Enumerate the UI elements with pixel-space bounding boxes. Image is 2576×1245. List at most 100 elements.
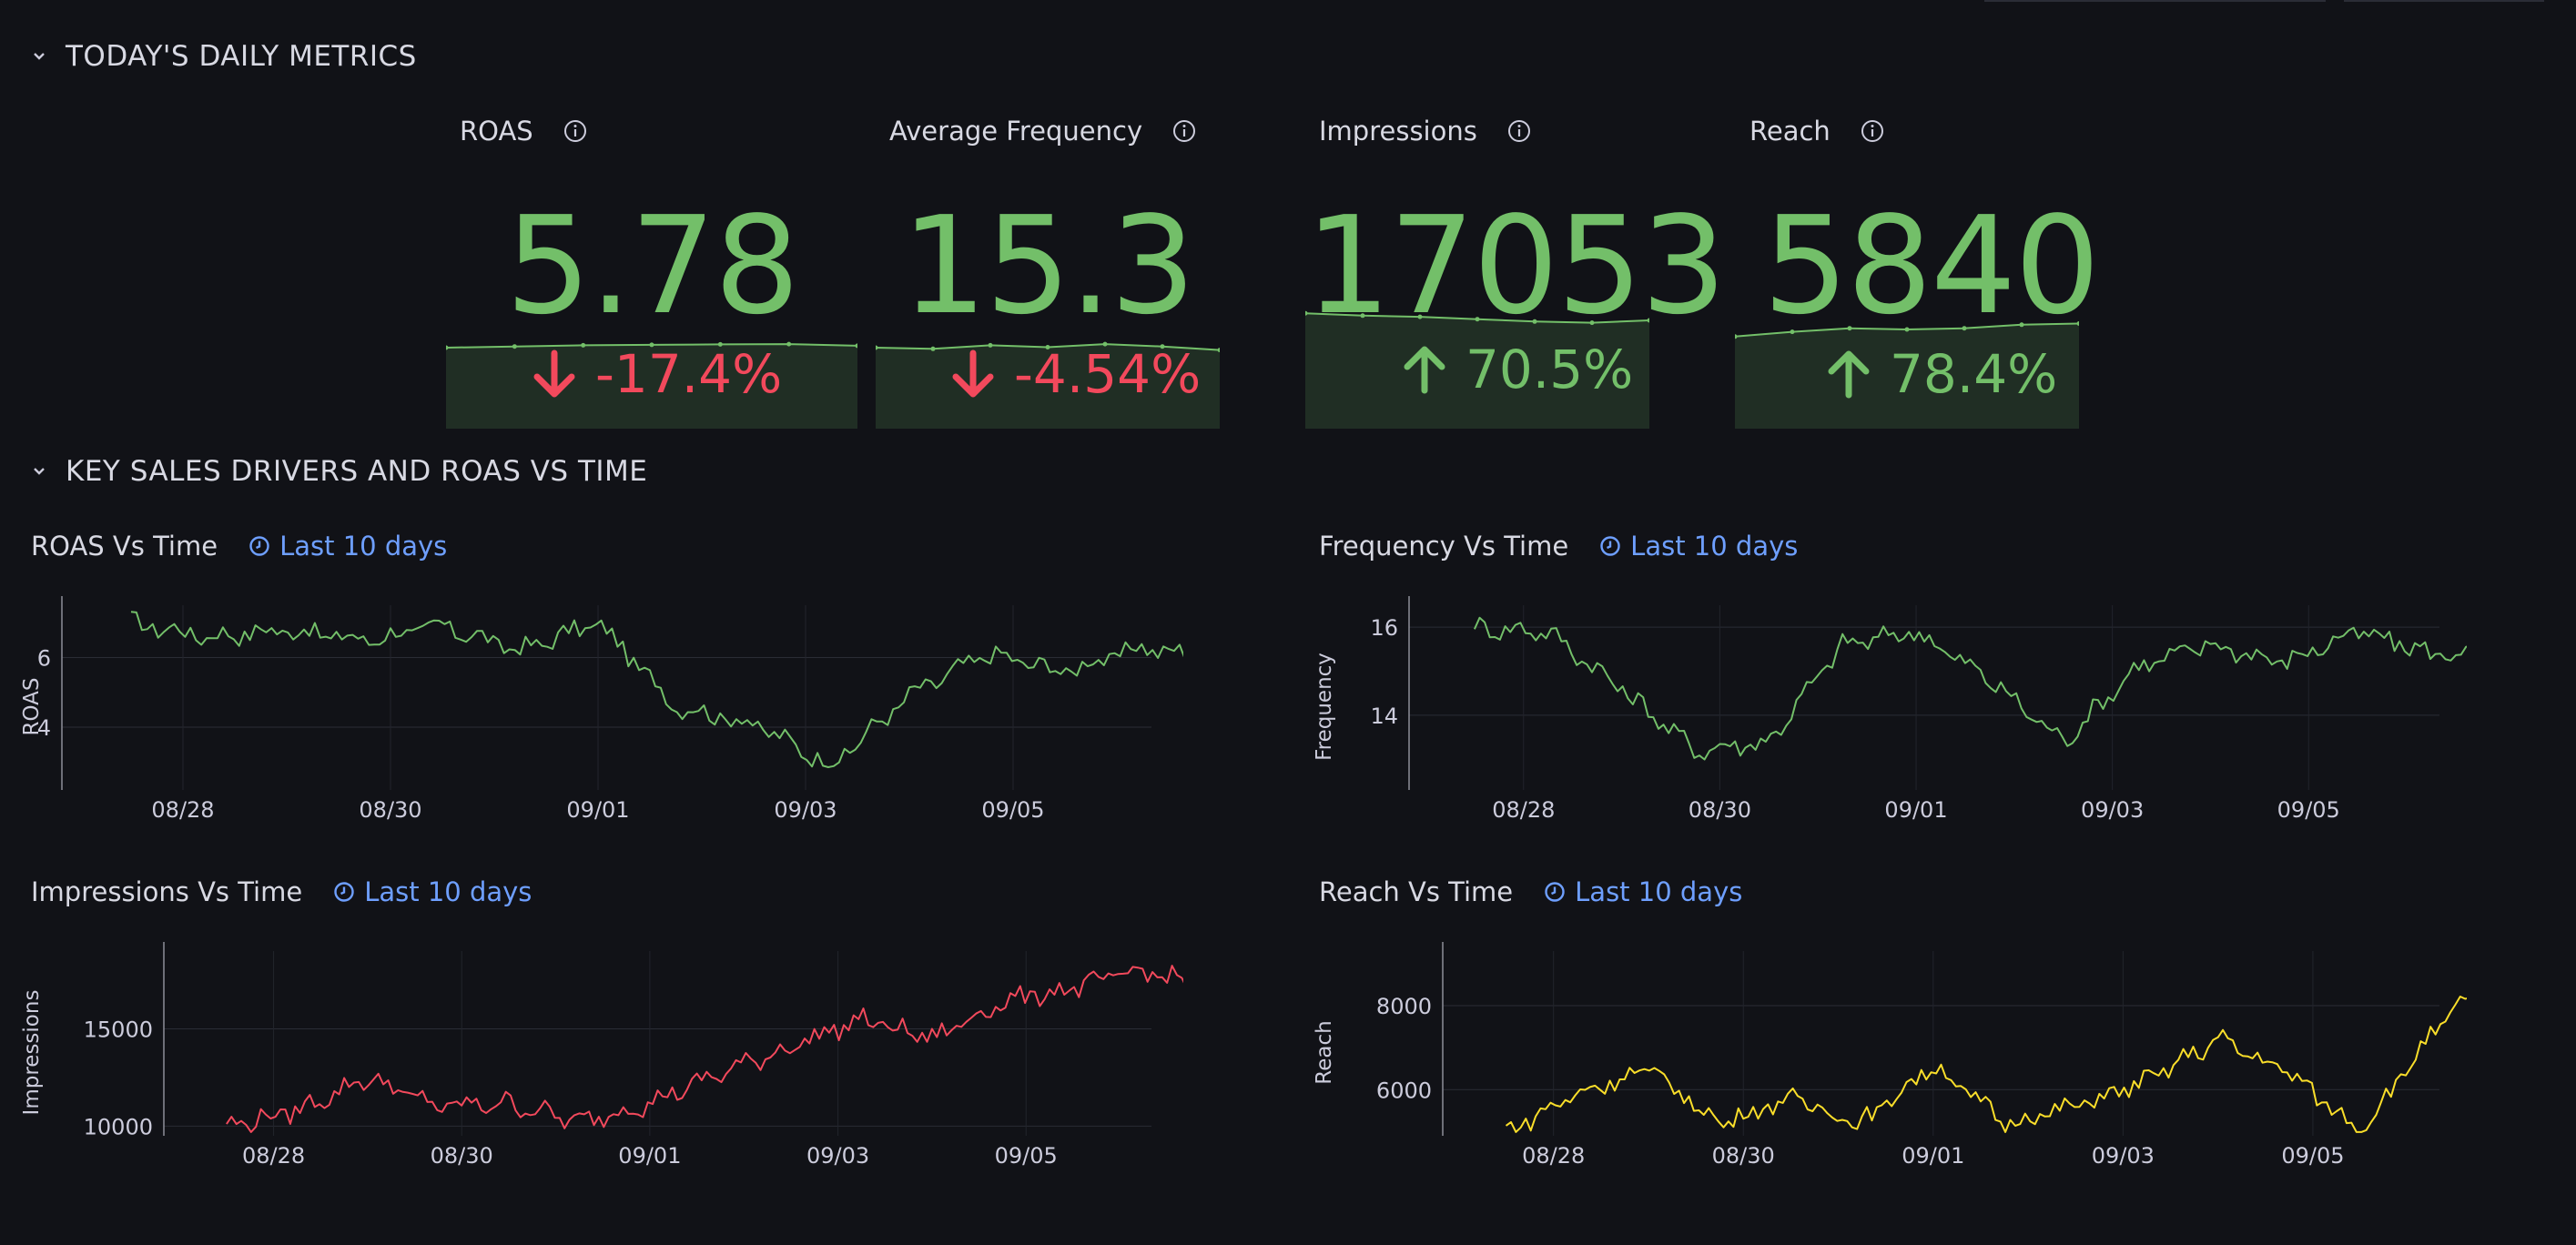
x-tick-label: 09/05 xyxy=(2281,1143,2344,1169)
panel-title: Impressions Vs Time xyxy=(31,876,303,907)
x-tick-label: 08/28 xyxy=(151,797,214,823)
sparkline-point xyxy=(1102,341,1108,347)
stat-delta-reach: 78.4% xyxy=(1824,343,2057,405)
sparkline-point xyxy=(512,344,517,349)
time-range-label: Last 10 days xyxy=(1575,876,1743,907)
stat-title: Average Frequency xyxy=(889,116,1143,147)
arrow-down-icon xyxy=(952,349,994,398)
sparkline-area xyxy=(1735,323,2079,429)
x-tick-label: 08/28 xyxy=(1522,1143,1585,1169)
y-axis-label: ROAS xyxy=(20,677,44,735)
chevron-down-icon xyxy=(34,468,45,475)
x-tick-label: 09/03 xyxy=(2081,797,2144,823)
sparkline-area xyxy=(446,344,857,429)
panel-title: Frequency Vs Time xyxy=(1319,531,1569,562)
x-tick-label: 09/05 xyxy=(981,797,1044,823)
sparkline-point xyxy=(1790,329,1795,335)
panel-title: ROAS Vs Time xyxy=(31,531,218,562)
y-tick-label: 10000 xyxy=(84,1114,153,1139)
stat-value-frequency: 15.3 xyxy=(901,187,1196,344)
stat-header-roas: ROAS xyxy=(460,113,588,149)
time-range-button[interactable]: Last 10 days xyxy=(1544,876,1742,907)
sparkline-point xyxy=(1475,317,1480,322)
time-range-button[interactable]: Last 10 days xyxy=(248,531,447,562)
clock-icon xyxy=(249,536,269,556)
x-tick-label: 09/05 xyxy=(995,1143,1058,1169)
row-title: KEY SALES DRIVERS AND ROAS VS TIME xyxy=(66,455,648,488)
reach-chart: 6000 8000 08/28 08/30 09/01 09/03 09/05 Reach xyxy=(1313,942,2467,1169)
arrow-up-icon xyxy=(1828,350,1870,399)
sparkline-point xyxy=(581,342,586,348)
info-icon[interactable] xyxy=(1506,118,1532,144)
x-tick-label: 09/03 xyxy=(806,1143,869,1169)
sparkline-point xyxy=(1360,313,1365,319)
chevron-down-icon xyxy=(34,53,45,60)
time-range-button[interactable]: Last 10 days xyxy=(1599,531,1798,562)
time-range-button[interactable]: Last 10 days xyxy=(333,876,532,907)
clock-icon xyxy=(1545,882,1565,902)
stat-header-impressions: Impressions xyxy=(1319,113,1532,149)
top-edge-line xyxy=(1984,0,2326,2)
stat-delta-frequency: -4.54% xyxy=(948,343,1201,405)
panel-header-impressions: Impressions Vs Time Last 10 days xyxy=(31,874,532,910)
sparkline-point xyxy=(2019,322,2024,328)
x-tick-label: 08/28 xyxy=(1492,797,1555,823)
stat-header-reach: Reach xyxy=(1749,113,1885,149)
stat-delta-impressions: 70.5% xyxy=(1400,339,1633,400)
time-range-label: Last 10 days xyxy=(279,531,448,562)
sparkline-point xyxy=(446,345,449,350)
stat-title: ROAS xyxy=(460,116,533,147)
sparkline-point xyxy=(1045,344,1050,349)
sparkline-point xyxy=(2076,321,2079,326)
stat-title: Impressions xyxy=(1319,116,1477,147)
stat-title: Reach xyxy=(1749,116,1831,147)
stat-value-roas: 5.78 xyxy=(505,187,800,344)
time-range-label: Last 10 days xyxy=(1630,531,1799,562)
stat-value-impressions: 17053 xyxy=(1305,187,1727,344)
sparkline-point xyxy=(1962,326,1967,331)
y-axis-label: Impressions xyxy=(20,990,44,1116)
sparkline-point xyxy=(1904,327,1910,332)
x-tick-label: 09/03 xyxy=(2092,1143,2155,1169)
x-tick-label: 09/01 xyxy=(618,1143,681,1169)
series-line xyxy=(1505,996,2467,1133)
info-icon[interactable] xyxy=(1171,118,1197,144)
x-tick-label: 08/30 xyxy=(1689,797,1751,823)
sparkline-point xyxy=(988,342,993,348)
frequency-chart: 14 16 08/28 08/30 09/01 09/03 09/05 Frequency xyxy=(1313,596,2467,823)
top-edge-line xyxy=(2344,0,2544,2)
stat-sparkline-reach xyxy=(1735,314,2079,429)
sparkline-area xyxy=(876,344,1220,429)
sparkline-point xyxy=(1589,320,1595,326)
stat-delta-text: 78.4% xyxy=(1890,343,2058,405)
sparkline-point xyxy=(1305,310,1308,316)
x-tick-label: 09/03 xyxy=(774,797,837,823)
y-tick-label: 15000 xyxy=(84,1017,153,1042)
panel-title: Reach Vs Time xyxy=(1319,876,1514,907)
stat-sparkline-impressions xyxy=(1305,305,1649,429)
sparkline-point xyxy=(855,343,857,349)
x-tick-label: 09/01 xyxy=(1902,1143,1964,1169)
sparkline-area xyxy=(1305,313,1649,429)
sparkline-point xyxy=(1160,344,1165,349)
x-tick-label: 08/30 xyxy=(431,1143,493,1169)
clock-icon xyxy=(1600,536,1620,556)
row-header-daily-metrics[interactable]: TODAY'S DAILY METRICS xyxy=(25,35,417,78)
y-tick-label: 8000 xyxy=(1376,994,1432,1019)
sparkline-point xyxy=(1647,318,1649,323)
sparkline-point xyxy=(1417,314,1423,319)
info-icon[interactable] xyxy=(1860,118,1885,144)
info-icon[interactable] xyxy=(563,118,588,144)
series-line xyxy=(130,611,1183,768)
panel-header-roas: ROAS Vs Time Last 10 days xyxy=(31,528,447,564)
row-header-drivers[interactable]: KEY SALES DRIVERS AND ROAS VS TIME xyxy=(25,450,647,493)
x-tick-label: 09/05 xyxy=(2277,797,2340,823)
sparkline-point xyxy=(786,341,792,347)
arrow-down-icon xyxy=(533,349,575,398)
sparkline-point xyxy=(1735,334,1738,339)
panel-header-reach: Reach Vs Time Last 10 days xyxy=(1319,874,1742,910)
stat-sparkline-frequency xyxy=(876,332,1220,429)
sparkline-point xyxy=(1532,319,1537,324)
y-tick-label: 4 xyxy=(37,715,51,741)
stat-delta-text: 70.5% xyxy=(1465,339,1634,400)
